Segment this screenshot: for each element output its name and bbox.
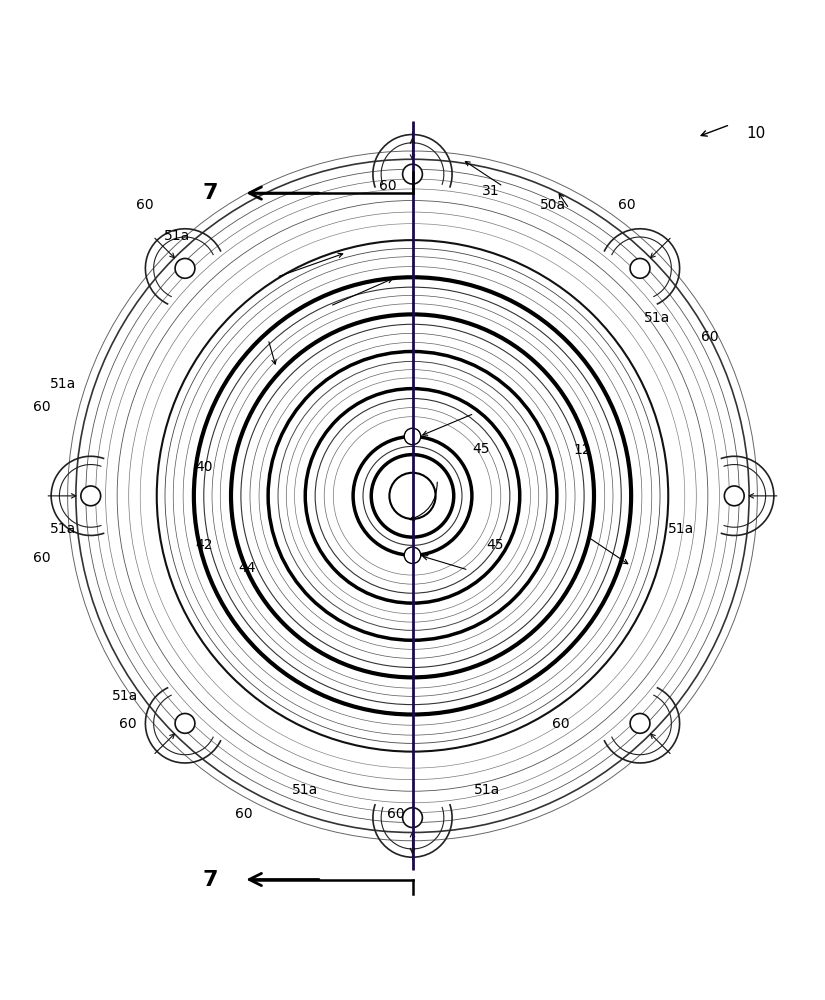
- Text: 50a: 50a: [540, 198, 566, 212]
- Text: 44: 44: [238, 561, 256, 575]
- Circle shape: [175, 258, 195, 278]
- Text: 60: 60: [379, 180, 397, 194]
- Text: 7: 7: [203, 183, 218, 203]
- Text: 42: 42: [196, 538, 213, 552]
- Text: 51a: 51a: [50, 377, 76, 391]
- Text: 51a: 51a: [668, 522, 695, 536]
- Text: 60: 60: [618, 198, 636, 212]
- Circle shape: [403, 164, 422, 184]
- Text: 51a: 51a: [474, 783, 500, 797]
- Text: 7: 7: [203, 869, 218, 890]
- Circle shape: [404, 547, 421, 564]
- Circle shape: [630, 713, 650, 733]
- Circle shape: [81, 486, 101, 506]
- Text: 40: 40: [196, 460, 213, 474]
- Text: 45: 45: [487, 538, 504, 552]
- Text: 51a: 51a: [50, 522, 76, 536]
- Text: 51a: 51a: [644, 312, 670, 326]
- Text: 60: 60: [701, 330, 719, 344]
- Text: 60: 60: [33, 400, 50, 414]
- Text: 60: 60: [387, 806, 405, 820]
- Text: 60: 60: [552, 717, 570, 731]
- Text: 10: 10: [747, 126, 766, 141]
- Text: 31: 31: [482, 184, 500, 198]
- Text: 51a: 51a: [292, 783, 318, 797]
- Text: 60: 60: [234, 806, 252, 820]
- Circle shape: [403, 808, 422, 828]
- Circle shape: [630, 258, 650, 278]
- Text: 60: 60: [33, 551, 50, 565]
- Text: 51a: 51a: [164, 229, 191, 243]
- Circle shape: [724, 486, 744, 506]
- Text: 45: 45: [472, 442, 489, 456]
- Circle shape: [404, 428, 421, 445]
- Circle shape: [175, 713, 195, 733]
- Text: 60: 60: [135, 198, 153, 212]
- Text: 60: 60: [119, 717, 137, 731]
- Text: 12: 12: [573, 443, 591, 457]
- Text: 51a: 51a: [112, 689, 139, 703]
